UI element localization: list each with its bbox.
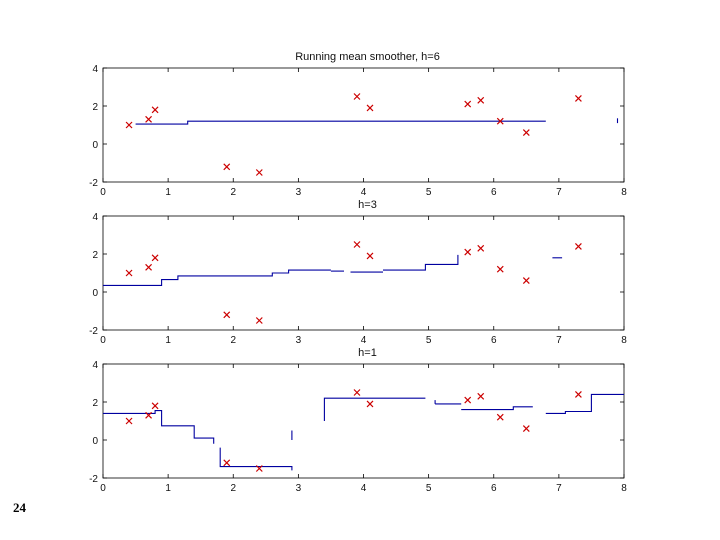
data-point	[255, 465, 263, 472]
data-point	[496, 117, 504, 125]
data-point	[477, 96, 485, 104]
x-tick-label: 0	[100, 483, 106, 494]
chart-title: h=1	[358, 347, 377, 359]
y-tick-label: -2	[89, 178, 98, 189]
x-tick-label: 3	[296, 187, 302, 198]
data-point	[464, 248, 472, 256]
x-tick-label: 5	[426, 335, 432, 346]
x-tick-label: 1	[165, 483, 171, 494]
y-tick-label: -2	[89, 474, 98, 485]
smoother-line	[323, 397, 426, 421]
x-tick-label: 1	[165, 187, 171, 198]
y-tick-label: 0	[92, 140, 98, 151]
data-point	[125, 269, 133, 277]
x-tick-label: 6	[491, 335, 497, 346]
smoother-line	[103, 410, 215, 444]
x-tick-label: 2	[230, 187, 236, 198]
data-point	[125, 121, 133, 129]
data-point	[151, 254, 159, 262]
data-point	[151, 402, 159, 410]
y-tick-label: 2	[92, 250, 98, 261]
data-point	[353, 241, 361, 248]
x-tick-label: 0	[100, 187, 106, 198]
x-tick-label: 1	[165, 335, 171, 346]
y-tick-label: 4	[92, 360, 98, 371]
smoother-line	[545, 393, 624, 414]
y-tick-label: 4	[92, 212, 98, 223]
x-tick-label: 5	[426, 187, 432, 198]
data-point	[464, 396, 472, 404]
data-point	[223, 459, 231, 467]
x-tick-label: 5	[426, 483, 432, 494]
data-point	[522, 425, 530, 433]
x-tick-label: 6	[491, 187, 497, 198]
smoother-line	[219, 447, 293, 471]
x-tick-label: 8	[621, 187, 627, 198]
data-point	[366, 400, 374, 408]
x-tick-label: 7	[556, 187, 562, 198]
data-point	[125, 417, 133, 425]
data-point	[464, 100, 472, 108]
data-point	[151, 106, 159, 114]
axes-frame	[102, 363, 625, 479]
data-point	[223, 163, 231, 171]
data-point	[522, 129, 530, 137]
axes-frame	[102, 215, 625, 331]
data-point	[366, 104, 374, 112]
data-point	[496, 265, 504, 273]
data-point	[477, 244, 485, 252]
x-tick-label: 0	[100, 335, 106, 346]
data-point	[477, 392, 485, 400]
data-point	[366, 252, 374, 260]
data-point	[574, 242, 582, 250]
x-tick-label: 7	[556, 483, 562, 494]
x-tick-label: 4	[361, 483, 367, 494]
data-point	[353, 389, 361, 396]
x-tick-label: 4	[361, 335, 367, 346]
data-point	[223, 311, 231, 319]
y-tick-label: 0	[92, 288, 98, 299]
data-point	[522, 277, 530, 285]
data-point	[353, 93, 361, 100]
data-point	[145, 263, 153, 271]
y-tick-label: 2	[92, 102, 98, 113]
x-tick-label: 8	[621, 335, 627, 346]
y-tick-label: 2	[92, 398, 98, 409]
smoother-line	[383, 254, 459, 271]
data-point	[145, 115, 153, 123]
data-point	[145, 411, 153, 419]
x-tick-label: 3	[296, 483, 302, 494]
x-tick-label: 2	[230, 335, 236, 346]
x-tick-label: 2	[230, 483, 236, 494]
data-point	[255, 169, 263, 176]
slide-number: 24	[13, 500, 26, 515]
chart-title: h=3	[358, 199, 377, 211]
x-tick-label: 4	[361, 187, 367, 198]
y-tick-label: -2	[89, 326, 98, 337]
x-tick-label: 3	[296, 335, 302, 346]
smoother-line	[135, 120, 546, 125]
x-tick-label: 6	[491, 483, 497, 494]
y-tick-label: 0	[92, 436, 98, 447]
chart-title: Running mean smoother, h=6	[295, 51, 440, 63]
data-point	[574, 390, 582, 398]
data-point	[496, 413, 504, 421]
y-tick-label: 4	[92, 64, 98, 75]
axes-frame	[102, 67, 625, 183]
data-point	[255, 317, 263, 324]
smoother-line	[103, 269, 331, 286]
data-point	[574, 94, 582, 102]
x-tick-label: 7	[556, 335, 562, 346]
x-tick-label: 8	[621, 483, 627, 494]
smoother-line	[461, 406, 533, 411]
